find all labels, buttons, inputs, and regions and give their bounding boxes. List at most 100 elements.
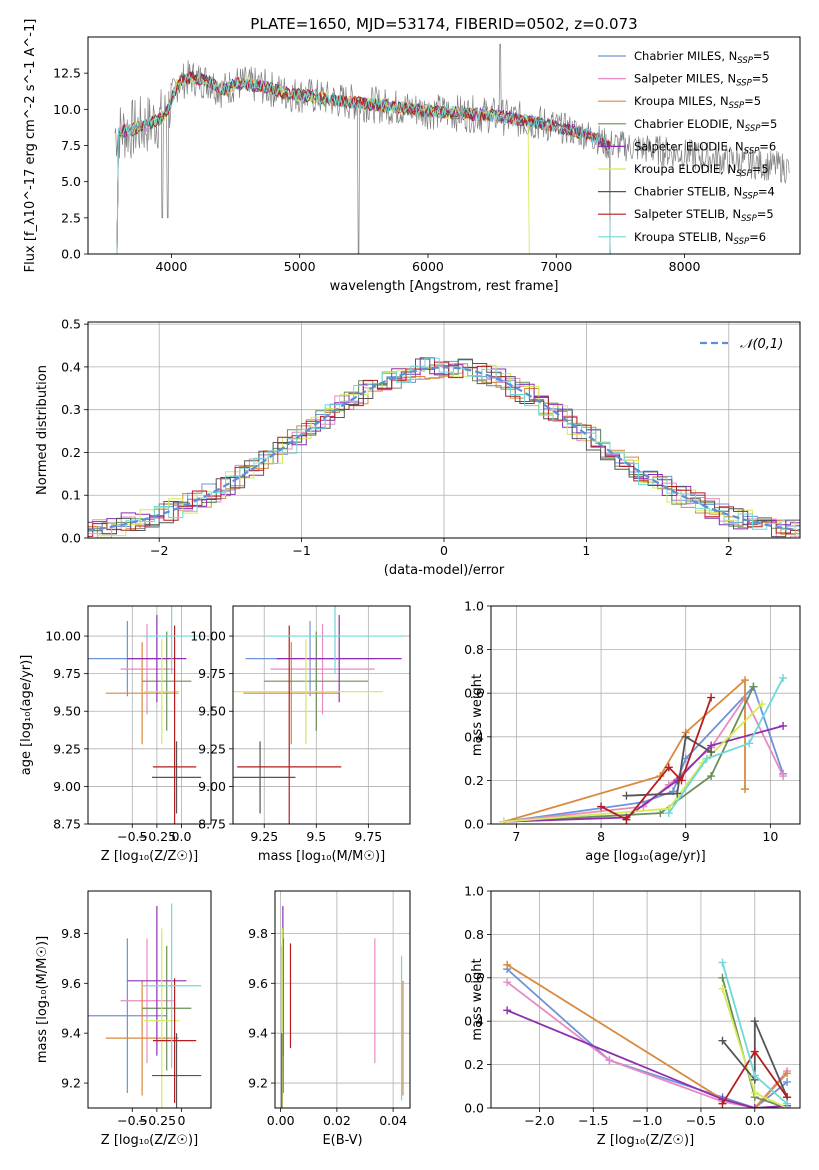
x-tick-label: −0.25: [138, 1113, 176, 1128]
weight-marker: [718, 1099, 727, 1108]
legend-label-count: =5: [752, 162, 769, 176]
weight-marker: [750, 1088, 759, 1097]
spectrum-plot: [112, 43, 790, 254]
legend-label-subscript: SSP: [742, 192, 758, 202]
legend-label-count: =5: [760, 117, 777, 131]
y-axis-label: Normed distribution: [35, 365, 50, 495]
x-axis-label: Z [log₁₀(Z/Z☉)]: [597, 1133, 694, 1148]
x-axis-label: Z [log₁₀(Z/Z☉)]: [101, 849, 198, 864]
legend-label-count: =6: [749, 230, 766, 244]
weight-marker: [745, 739, 754, 748]
y-tick-label: 5.0: [61, 174, 81, 189]
weight-marker: [750, 1104, 759, 1108]
x-axis-label: mass [log₁₀(M/M☉)]: [258, 849, 385, 864]
legend-label-count: =4: [758, 185, 775, 199]
mass_vs_Z-frame: [87, 890, 212, 1109]
x-tick-label: 8: [597, 829, 605, 844]
y-tick-label: 0.5: [61, 317, 81, 332]
y-tick-label: 0.2: [61, 445, 81, 460]
legend-label-count: =5: [744, 94, 761, 108]
y-tick-label: 9.2: [61, 1076, 81, 1091]
x-tick-label: −1.0: [632, 1113, 662, 1128]
y-tick-label: 10.0: [53, 102, 81, 117]
x-tick-label: −0.5: [117, 1113, 147, 1128]
legend-label-count: =6: [759, 139, 776, 153]
x-tick-label: 9: [682, 829, 690, 844]
y-tick-label: 1.0: [464, 599, 484, 614]
legend-label: Kroupa ELODIE, NSSP=5: [634, 162, 769, 179]
legend-label-name: Salpeter STELIB, N: [634, 207, 741, 221]
y-tick-label: 0.8: [464, 642, 484, 657]
legend-label: 𝒩(0,1): [740, 337, 783, 352]
weight-marker: [702, 754, 711, 763]
normal-reference-curve: [88, 366, 800, 532]
weight-marker: [622, 815, 631, 824]
y-tick-label: 7.5: [61, 138, 81, 153]
weight-marker: [718, 984, 727, 993]
spectrum-axes: 4000 5000 6000 7000 8000 0.0 2.5 5.0 7.5 10.0 12.5…: [23, 19, 700, 294]
legend-label: Kroupa STELIB, NSSP=6: [634, 230, 766, 247]
model-fit-line: [112, 70, 611, 254]
weight-marker: [779, 721, 788, 730]
y-tick-label: 0.0: [61, 247, 81, 262]
legend-label: Salpeter ELODIE, NSSP=6: [634, 139, 776, 156]
residuals-axes: −2 −1 0 1 2 0.0 0.1 0.2 0.3 0.4 0.5 (data-model)/er…: [35, 317, 800, 578]
y-tick-label: 2.5: [61, 210, 81, 225]
figure-title: PLATE=1650, MJD=53174, FIBERID=0502, z=0…: [250, 15, 637, 33]
weight-marker: [750, 1071, 759, 1080]
legend-label-name: Kroupa MILES, N: [634, 94, 729, 108]
legend-label-subscript: SSP: [729, 101, 745, 111]
weight_vs_Z-frame: [490, 890, 801, 1109]
x-tick-label: −0.5: [686, 1113, 716, 1128]
x-tick-label: 5000: [284, 259, 316, 274]
y-tick-label: 9.00: [198, 779, 226, 794]
age_vs_mass-axes: 9.25 9.5 9.75 8.75 9.00 9.25 9.50 9.75 10.00 mass…: [190, 606, 410, 864]
legend-label-subscript: SSP: [734, 237, 750, 247]
x-tick-label: 0.04: [379, 1113, 407, 1128]
weight-marker: [664, 809, 673, 818]
histogram-step-line: [88, 365, 800, 538]
weight-marker: [783, 1069, 792, 1078]
weight-marker: [503, 960, 512, 969]
weight-marker: [750, 1047, 759, 1056]
y-tick-label: 8.75: [53, 817, 81, 832]
model-fit-line: [112, 69, 611, 254]
y-tick-label: 0.0: [61, 531, 81, 546]
weight_vs_age-plot: [499, 673, 788, 824]
y-tick-label: 12.5: [53, 66, 81, 81]
model-fit-line: [112, 74, 611, 254]
x-tick-label: −0.5: [117, 829, 147, 844]
y-tick-label: 0.6: [464, 970, 484, 985]
weight-marker: [656, 809, 665, 818]
weight_vs_age-frame: [490, 605, 801, 825]
weight-marker: [597, 802, 606, 811]
y-tick-label: 9.4: [248, 1026, 268, 1041]
y-tick-label: 9.50: [53, 704, 81, 719]
weight-marker: [779, 772, 788, 781]
legend-label: Salpeter STELIB, NSSP=5: [634, 207, 774, 224]
y-tick-label: 9.75: [198, 666, 226, 681]
legend-label-name: Salpeter ELODIE, N: [634, 139, 744, 153]
y-tick-label: 0.1: [61, 488, 81, 503]
weight-marker: [779, 673, 788, 682]
weight-marker: [673, 789, 682, 798]
histogram-step-line: [88, 361, 800, 537]
mass_vs_Z-axes: −0.5 0−0.25 9.2 9.4 9.6 9.8 Z [log₁₀(Z/Z☉)] mas…: [35, 926, 198, 1148]
legend-label-name: Chabrier ELODIE, N: [634, 117, 745, 131]
x-tick-label: 4000: [155, 259, 187, 274]
y-tick-label: 0.3: [61, 402, 81, 417]
weight-series-line: [626, 735, 712, 797]
x-tick-label: 9.5: [306, 829, 326, 844]
weight-marker: [718, 958, 727, 967]
weight-series-line: [503, 703, 763, 823]
x-axis-label: (data-model)/error: [384, 563, 505, 578]
y-tick-label: 9.8: [248, 926, 268, 941]
x-tick-label: 9.25: [250, 829, 278, 844]
weight-marker: [707, 693, 716, 702]
x-tick-label: 0.00: [267, 1113, 295, 1128]
y-tick-label: 9.50: [198, 704, 226, 719]
legend-label-name: Chabrier STELIB, N: [634, 185, 742, 199]
age_vs_Z-axes: −0.5 0.0−0.25 8.75 9.00 9.25 9.50 9.75 10.00 Z […: [19, 606, 211, 864]
